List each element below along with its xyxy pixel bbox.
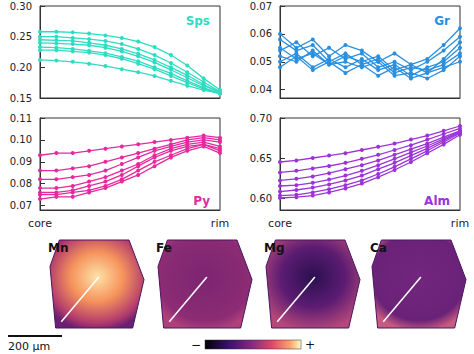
svg-text:core: core bbox=[28, 217, 52, 230]
svg-text:Fe: Fe bbox=[156, 241, 172, 255]
svg-text:0.05: 0.05 bbox=[250, 56, 272, 67]
svg-text:Alm: Alm bbox=[424, 194, 450, 208]
svg-text:0.07: 0.07 bbox=[10, 200, 32, 211]
svg-text:Mg: Mg bbox=[264, 241, 285, 255]
svg-text:0.04: 0.04 bbox=[250, 84, 272, 95]
svg-text:0.25: 0.25 bbox=[10, 31, 32, 42]
svg-text:200 µm: 200 µm bbox=[8, 340, 50, 353]
svg-text:0.15: 0.15 bbox=[10, 93, 32, 104]
svg-text:0.70: 0.70 bbox=[250, 113, 272, 124]
svg-text:0.60: 0.60 bbox=[250, 193, 272, 204]
svg-text:0.08: 0.08 bbox=[10, 178, 32, 189]
svg-text:0.07: 0.07 bbox=[250, 1, 272, 12]
svg-text:Sps: Sps bbox=[186, 14, 210, 28]
svg-text:Gr: Gr bbox=[434, 14, 450, 28]
svg-text:rim: rim bbox=[451, 217, 469, 230]
svg-text:rim: rim bbox=[211, 217, 229, 230]
svg-text:Py: Py bbox=[193, 194, 210, 208]
svg-text:Ca: Ca bbox=[370, 241, 387, 255]
svg-text:core: core bbox=[268, 217, 292, 230]
svg-text:0.65: 0.65 bbox=[250, 153, 272, 164]
svg-text:0.09: 0.09 bbox=[10, 156, 32, 167]
svg-text:0.11: 0.11 bbox=[10, 113, 32, 124]
svg-text:0.06: 0.06 bbox=[250, 28, 272, 39]
svg-text:0.10: 0.10 bbox=[10, 134, 32, 145]
svg-text:−: − bbox=[191, 338, 201, 352]
svg-text:Mn: Mn bbox=[48, 241, 68, 255]
svg-text:+: + bbox=[305, 338, 315, 352]
svg-text:0.30: 0.30 bbox=[10, 1, 32, 12]
svg-text:0.20: 0.20 bbox=[10, 62, 32, 73]
